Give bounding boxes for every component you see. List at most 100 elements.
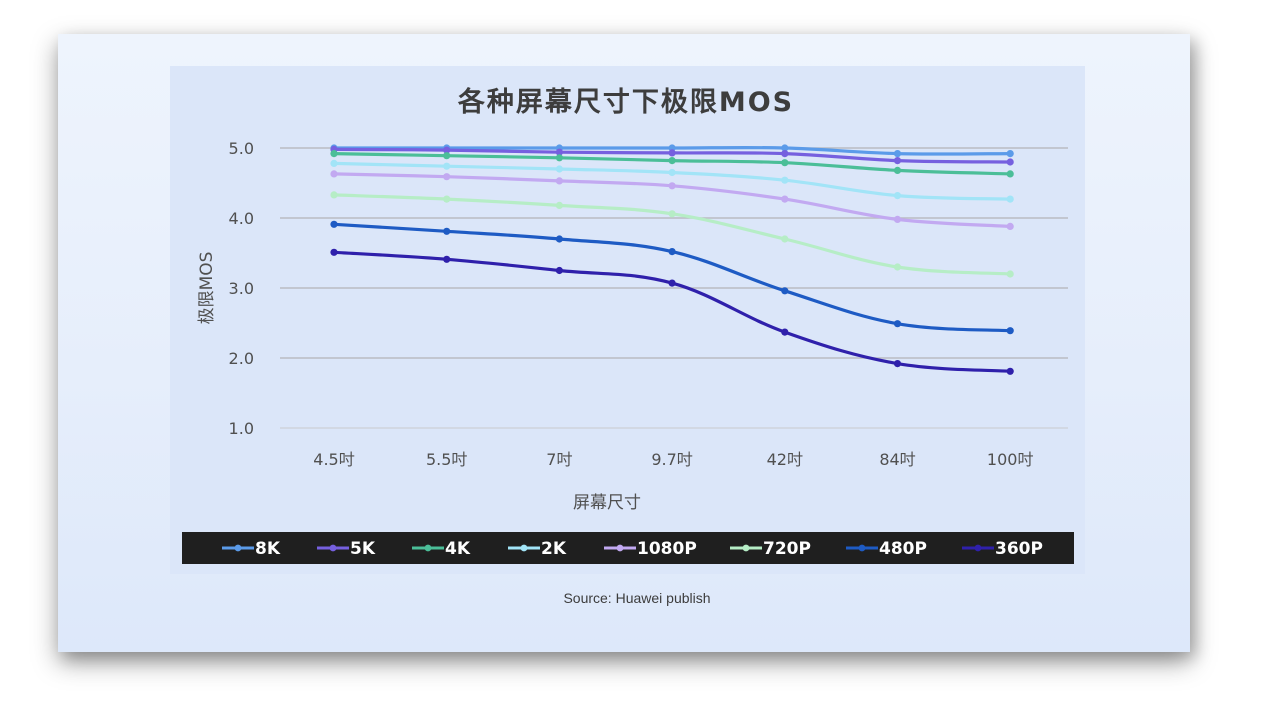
legend-label: 4K <box>445 539 471 559</box>
data-point <box>668 149 676 157</box>
data-point <box>330 220 338 228</box>
data-point <box>893 215 902 223</box>
y-tick-label: 1.0 <box>229 419 254 438</box>
y-tick-label: 3.0 <box>229 279 254 298</box>
data-point <box>555 148 564 156</box>
data-point <box>1006 158 1014 166</box>
legend-label: 360P <box>995 539 1043 559</box>
data-point <box>330 159 338 167</box>
data-point <box>330 150 338 158</box>
data-point <box>555 154 564 162</box>
series-2K <box>330 159 1014 203</box>
legend-label: 2K <box>541 539 567 559</box>
data-point <box>781 328 789 336</box>
x-tick-label: 7吋 <box>546 450 572 469</box>
data-point <box>1006 327 1014 335</box>
series-720P <box>330 191 1014 278</box>
data-point <box>555 266 564 275</box>
data-point <box>443 173 451 181</box>
y-axis-ticks: 1.0 2.0 3.0 4.0 5.0 <box>229 139 254 438</box>
data-point <box>668 279 676 287</box>
data-point <box>443 146 451 154</box>
data-point <box>330 248 338 256</box>
x-tick-label: 9.7吋 <box>651 450 692 469</box>
series-line <box>332 193 1012 276</box>
legend-label: 5K <box>350 539 376 559</box>
data-point <box>668 168 676 177</box>
data-point <box>1006 170 1014 178</box>
legend-swatch-marker <box>616 544 624 552</box>
data-point <box>443 162 451 170</box>
x-tick-label: 84吋 <box>879 450 915 469</box>
legend-label: 8K <box>255 539 281 559</box>
data-point <box>555 235 564 243</box>
data-point <box>555 201 564 209</box>
legend-swatch-marker <box>974 544 982 552</box>
data-point <box>668 157 676 165</box>
data-point <box>781 150 789 158</box>
data-point <box>668 210 676 218</box>
legend-swatch-marker <box>234 544 242 552</box>
source-note: Source: Huawei publish <box>563 590 711 606</box>
legend-label: 1080P <box>637 539 697 559</box>
grid-lines <box>280 147 1068 429</box>
data-point <box>893 150 902 158</box>
data-point <box>443 152 451 160</box>
legend: 8K 5K 4K 2K 1080P 720P 480P 360P <box>222 539 1043 559</box>
legend-label: 720P <box>763 539 811 559</box>
legend-item: 720P <box>730 539 811 559</box>
x-tick-label: 42吋 <box>767 450 803 469</box>
legend-swatch-marker <box>742 544 750 552</box>
series-360P <box>330 248 1014 375</box>
y-tick-label: 2.0 <box>229 349 254 368</box>
data-point <box>781 144 789 152</box>
data-point <box>893 320 902 328</box>
data-point <box>893 166 902 174</box>
data-point <box>555 165 564 173</box>
data-point <box>893 157 902 165</box>
series-5K <box>330 145 1014 166</box>
legend-item: 2K <box>508 539 567 559</box>
series-480P <box>330 220 1014 335</box>
data-point <box>781 176 789 184</box>
data-point <box>893 360 902 368</box>
legend-item: 1080P <box>604 539 697 559</box>
data-point <box>1006 150 1014 158</box>
series-line <box>332 161 1012 201</box>
data-point <box>668 248 676 256</box>
legend-item: 480P <box>846 539 927 559</box>
data-point <box>1006 222 1014 230</box>
data-point <box>443 255 451 263</box>
data-point <box>781 159 789 167</box>
y-tick-label: 4.0 <box>229 209 254 228</box>
data-point <box>781 287 789 295</box>
series-lines <box>330 144 1014 375</box>
data-point <box>555 177 564 185</box>
series-line <box>332 222 1012 333</box>
chart-panel <box>170 66 1085 574</box>
data-point <box>1006 270 1014 278</box>
y-axis-title: 极限MOS <box>197 252 217 325</box>
series-4K <box>330 150 1014 178</box>
data-point <box>1006 195 1014 203</box>
data-point <box>781 195 789 203</box>
y-tick-label: 5.0 <box>229 139 254 158</box>
data-point <box>1006 367 1014 375</box>
legend-item: 4K <box>412 539 471 559</box>
data-point <box>330 191 338 199</box>
x-tick-label: 100吋 <box>987 450 1034 469</box>
data-point <box>330 170 338 178</box>
data-point <box>443 227 451 235</box>
x-tick-label: 4.5吋 <box>313 450 354 469</box>
data-point <box>443 195 451 203</box>
x-tick-label: 5.5吋 <box>426 450 467 469</box>
chart-title: 各种屏幕尺寸下极限MOS <box>457 86 794 118</box>
x-axis-ticks: 4.5吋 5.5吋 7吋 9.7吋 42吋 84吋 100吋 <box>313 450 1033 469</box>
legend-swatch-marker <box>424 544 432 552</box>
x-axis-title: 屏幕尺寸 <box>573 493 641 513</box>
legend-item: 360P <box>962 539 1043 559</box>
legend-item: 5K <box>317 539 376 559</box>
data-point <box>893 263 902 271</box>
legend-swatch-marker <box>858 544 866 552</box>
